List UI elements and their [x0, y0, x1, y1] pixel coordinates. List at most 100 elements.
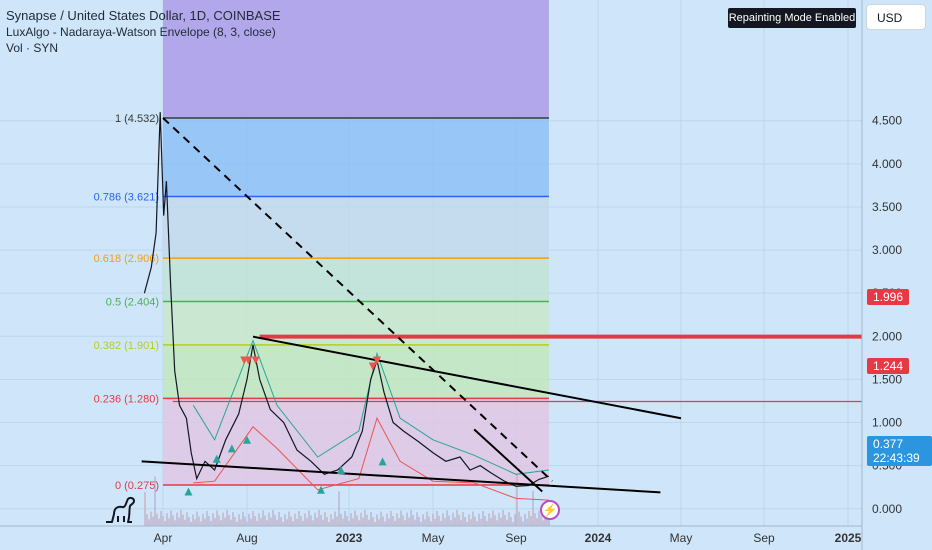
volume-bar [174, 520, 176, 526]
x-tick-label: Sep [753, 531, 775, 545]
volume-bar [266, 520, 268, 526]
volume-bar [234, 517, 236, 526]
volume-bar [480, 518, 482, 526]
volume-bar [312, 520, 314, 526]
volume-bar [220, 520, 222, 526]
volume-bar [496, 520, 498, 526]
volume-bar [504, 514, 506, 526]
volume-bar [284, 514, 286, 526]
volume-bar [190, 522, 192, 526]
volume-bar [342, 518, 344, 526]
volume-bar [458, 514, 460, 526]
volume-bar [466, 522, 468, 526]
volume-bar [338, 491, 340, 526]
fib-zone [163, 0, 549, 118]
volume-bar [406, 512, 408, 526]
volume-bar [530, 515, 532, 526]
envelope-lower [193, 416, 549, 501]
symbol-title[interactable]: Synapse / United States Dollar, 1D, COIN… [6, 8, 281, 23]
y-tick-label: 4.000 [872, 157, 902, 171]
sell-signal-marker [368, 362, 377, 371]
volume-legend[interactable]: Vol · SYN [6, 41, 59, 55]
volume-bar [314, 512, 316, 526]
volume-bar [526, 518, 528, 526]
volume-bar [410, 509, 412, 526]
volume-bar [296, 518, 298, 526]
volume-bar [452, 512, 454, 526]
fib-zone [163, 117, 549, 197]
x-tick-label: May [670, 531, 693, 545]
volume-bar [226, 509, 228, 526]
buy-signal-marker [243, 435, 251, 444]
volume-bar [540, 515, 542, 526]
volume-bar [258, 513, 260, 526]
volume-bar [444, 518, 446, 526]
volume-bar [242, 511, 244, 526]
lightning-icon[interactable]: ⚡ [540, 500, 560, 520]
dino-logo-icon[interactable] [104, 496, 138, 524]
x-tick-label: Apr [154, 531, 173, 545]
volume-bar [400, 510, 402, 526]
volume-bar [492, 510, 494, 526]
volume-bar [150, 511, 152, 526]
volume-bar [294, 513, 296, 526]
volume-bar [204, 518, 206, 526]
volume-bar [320, 514, 322, 526]
volume-bar [336, 516, 338, 526]
x-tick-label: Aug [236, 531, 257, 545]
volume-bar [514, 514, 516, 526]
fib-level-label: 0.382 (1.901) [94, 340, 159, 352]
volume-bar [378, 519, 380, 526]
buy-signal-marker [317, 485, 325, 494]
volume-bar [264, 515, 266, 526]
currency-selector[interactable]: USD [866, 4, 926, 30]
volume-bar [330, 514, 332, 526]
volume-bar [148, 519, 150, 526]
volume-bar [508, 512, 510, 526]
volume-bar [386, 513, 388, 526]
volume-bar [416, 512, 418, 526]
volume-bar [426, 511, 428, 526]
volume-bar [428, 516, 430, 526]
volume-bar [470, 519, 472, 526]
volume-bar [170, 510, 172, 526]
volume-bar [454, 517, 456, 526]
volume-bar [462, 512, 464, 526]
volume-bar [182, 514, 184, 526]
volume-bar [306, 518, 308, 526]
indicator-legend[interactable]: LuxAlgo - Nadaraya-Watson Envelope (8, 3… [6, 25, 276, 39]
volume-bar [438, 515, 440, 526]
volume-bar [250, 518, 252, 526]
volume-bar [420, 522, 422, 526]
volume-bar [184, 519, 186, 526]
volume-bar [390, 511, 392, 526]
volume-bar [186, 512, 188, 526]
x-tick-label: May [422, 531, 445, 545]
volume-bar [272, 509, 274, 526]
volume-bar [236, 522, 238, 526]
x-tick-label: 2024 [585, 531, 612, 545]
volume-bar [472, 511, 474, 526]
volume-bar [398, 518, 400, 526]
volume-bar [160, 511, 162, 526]
volume-bar [402, 515, 404, 526]
volume-bar [388, 518, 390, 526]
sell-signal-marker [251, 356, 260, 365]
volume-bar [456, 509, 458, 526]
volume-bar [302, 520, 304, 526]
volume-bar [366, 514, 368, 526]
volume-bar [490, 518, 492, 526]
volume-bar [262, 510, 264, 526]
volume-bar [436, 511, 438, 526]
volume-bar [152, 516, 154, 526]
volume-bar [308, 510, 310, 526]
volume-bar [256, 520, 258, 526]
y-tick-label: 1.500 [872, 372, 902, 386]
level-tag-high: 1.996 [867, 289, 909, 305]
volume-bar [348, 520, 350, 526]
volume-bar [506, 519, 508, 526]
volume-bar [218, 515, 220, 526]
volume-bar [536, 518, 538, 526]
volume-bar [544, 512, 546, 526]
